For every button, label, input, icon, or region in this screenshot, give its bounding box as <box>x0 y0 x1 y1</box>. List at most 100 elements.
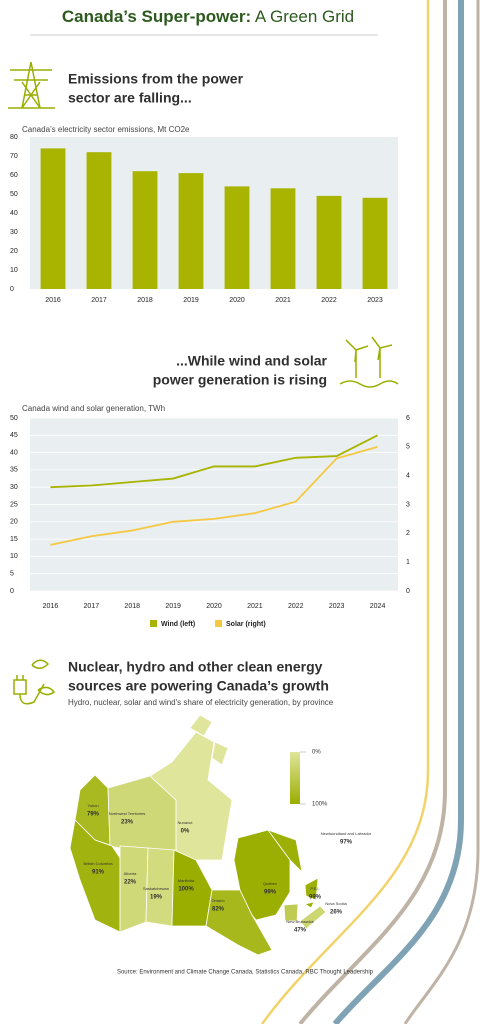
y-tick-label: 40 <box>10 449 18 456</box>
x-tick-label: 2017 <box>91 297 107 304</box>
y2-tick-label: 2 <box>406 530 410 537</box>
province <box>205 889 273 956</box>
y-tick-label: 45 <box>10 432 18 439</box>
y-tick-label: 30 <box>10 484 18 491</box>
y-tick-label: 20 <box>10 519 18 526</box>
bar <box>40 148 66 289</box>
colorbar-label: 0% <box>312 750 321 756</box>
x-tick-label: 2020 <box>229 297 245 304</box>
province <box>299 905 327 930</box>
y-tick-label: 70 <box>10 153 18 160</box>
province <box>283 903 299 922</box>
chart-subtitle: Hydro, nuclear, solar and wind's share o… <box>68 698 334 707</box>
province-value: 97% <box>340 840 353 846</box>
section-heading: ...While wind and solar <box>176 353 327 369</box>
y-tick-label: 15 <box>10 536 18 543</box>
x-tick-label: 2022 <box>288 603 304 610</box>
pylon-icon <box>8 61 55 109</box>
province-value: 99% <box>309 895 322 901</box>
y-tick-label: 0 <box>10 286 14 293</box>
x-tick-label: 2016 <box>45 297 61 304</box>
source: Source: Environment and Climate Change C… <box>117 970 374 976</box>
bar <box>270 188 296 289</box>
province <box>149 714 233 861</box>
x-tick-label: 2018 <box>137 297 153 304</box>
province-name: Manitoba <box>178 878 195 883</box>
bar <box>132 171 158 289</box>
province-name: P.E.I. <box>310 886 319 891</box>
section-heading: sources are powering Canada’s growth <box>68 678 329 694</box>
province-value: 22% <box>124 880 137 886</box>
province-name: Ontario <box>211 898 225 903</box>
legend-label: Wind (left) <box>161 621 195 628</box>
colorbar <box>290 752 300 804</box>
province-name: Nunavut <box>178 820 194 825</box>
y-tick-label: 35 <box>10 467 18 474</box>
province-name: British Columbia <box>83 861 113 866</box>
y-tick-label: 25 <box>10 501 18 508</box>
x-tick-label: 2018 <box>124 603 140 610</box>
chart-subtitle: Canada wind and solar generation, TWh <box>22 404 165 413</box>
province-name: Nova Scotia <box>325 901 347 906</box>
province-value: 19% <box>150 895 163 901</box>
y-tick-label: 10 <box>10 553 18 560</box>
legend-swatch <box>215 620 222 627</box>
x-tick-label: 2017 <box>84 603 100 610</box>
section-heading: power generation is rising <box>153 372 327 388</box>
turbine-icon <box>339 336 399 388</box>
legend-swatch <box>150 620 157 627</box>
y-tick-label: 10 <box>10 267 18 274</box>
section-heading: sector are falling... <box>68 90 192 106</box>
plot-area <box>30 137 398 289</box>
province-value: 23% <box>121 820 134 826</box>
y2-tick-label: 5 <box>406 444 410 451</box>
province-name: Alberta <box>124 871 137 876</box>
chart-subtitle: Canada’s electricity sector emissions, M… <box>22 125 190 134</box>
colorbar-label: 100% <box>312 802 328 808</box>
y-tick-label: 40 <box>10 210 18 217</box>
plug-icon <box>13 659 56 705</box>
province-name: New Brunswick <box>286 919 313 924</box>
deco-line <box>260 0 430 1025</box>
deco-line <box>403 0 480 1025</box>
y-tick-label: 50 <box>10 415 18 422</box>
x-tick-label: 2023 <box>367 297 383 304</box>
province-name: Northwest Territories <box>109 811 146 816</box>
page-title: Canada’s Super-power: A Green Grid <box>62 7 354 26</box>
y-tick-label: 60 <box>10 172 18 179</box>
bar <box>316 195 342 289</box>
line-series <box>50 434 378 489</box>
bar <box>224 186 250 289</box>
legend-label: Solar (right) <box>226 621 266 628</box>
deco-line <box>298 0 447 1026</box>
y-tick-label: 80 <box>10 134 18 141</box>
x-tick-label: 2016 <box>43 603 59 610</box>
deco-line <box>332 0 464 1026</box>
province-value: 47% <box>294 928 307 934</box>
province-value: 79% <box>87 812 100 818</box>
province <box>266 829 319 901</box>
province-value: 0% <box>181 829 190 835</box>
x-tick-label: 2019 <box>183 297 199 304</box>
province-value: 82% <box>212 907 225 913</box>
y2-tick-label: 1 <box>406 559 410 566</box>
y-tick-label: 0 <box>10 588 14 595</box>
y2-tick-label: 3 <box>406 501 410 508</box>
province-value: 100% <box>178 887 194 893</box>
y-tick-label: 5 <box>10 571 14 578</box>
y2-tick-label: 6 <box>406 415 410 422</box>
x-tick-label: 2023 <box>329 603 345 610</box>
y-tick-label: 20 <box>10 248 18 255</box>
bar <box>178 173 204 289</box>
province-value: 99% <box>264 890 277 896</box>
bar <box>362 197 388 289</box>
bar <box>86 152 112 289</box>
province <box>303 901 315 909</box>
province-name: Quebec <box>263 881 277 886</box>
x-tick-label: 2019 <box>165 603 181 610</box>
province-name: Newfoundland and Labrador <box>321 831 372 836</box>
y2-tick-label: 0 <box>406 588 410 595</box>
x-tick-label: 2020 <box>206 603 222 610</box>
section-heading: Emissions from the power <box>68 71 244 87</box>
